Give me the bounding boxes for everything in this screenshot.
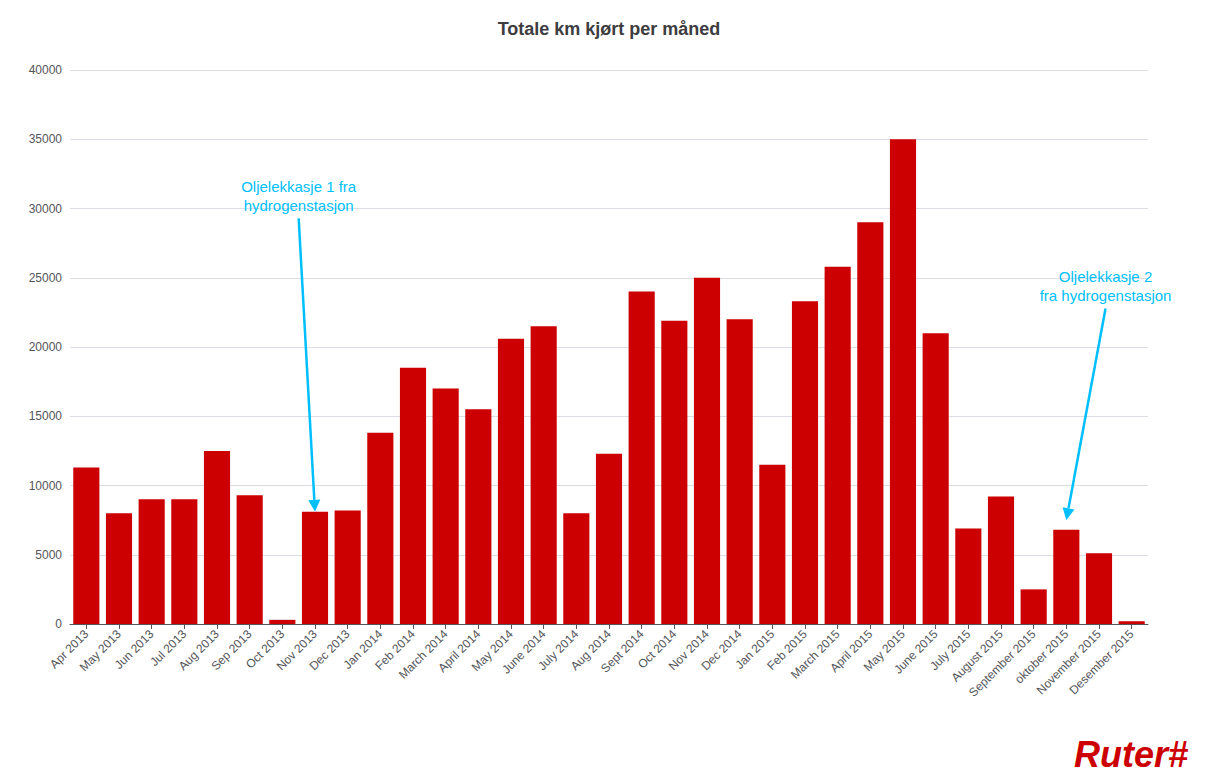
svg-text:Nov 2014: Nov 2014 xyxy=(665,627,712,674)
svg-text:15000: 15000 xyxy=(29,409,63,423)
svg-text:Oct 2014: Oct 2014 xyxy=(635,627,680,672)
svg-text:March 2014: March 2014 xyxy=(396,627,451,682)
svg-text:25000: 25000 xyxy=(29,271,63,285)
svg-text:30000: 30000 xyxy=(29,202,63,216)
svg-text:oktober 2015: oktober 2015 xyxy=(1011,627,1072,687)
svg-text:March 2015: March 2015 xyxy=(788,627,843,682)
svg-text:Sept 2014: Sept 2014 xyxy=(598,627,647,676)
svg-text:Jan 2015: Jan 2015 xyxy=(732,627,778,672)
svg-text:Jul 2013: Jul 2013 xyxy=(147,627,190,669)
svg-text:40000: 40000 xyxy=(29,63,63,77)
svg-text:Dec 2013: Dec 2013 xyxy=(306,627,353,674)
svg-text:April 2015: April 2015 xyxy=(827,627,876,676)
svg-text:Apr 2013: Apr 2013 xyxy=(47,627,92,672)
svg-text:Sep 2013: Sep 2013 xyxy=(208,627,255,674)
svg-text:Feb 2015: Feb 2015 xyxy=(764,627,810,673)
svg-text:April 2014: April 2014 xyxy=(435,627,484,676)
svg-text:August 2015: August 2015 xyxy=(948,627,1006,685)
svg-text:5000: 5000 xyxy=(35,548,62,562)
svg-text:July 2014: July 2014 xyxy=(535,627,582,674)
svg-text:June 2014: June 2014 xyxy=(499,627,549,677)
svg-text:Dec 2014: Dec 2014 xyxy=(698,627,745,674)
svg-text:Jun 2013: Jun 2013 xyxy=(112,627,157,672)
svg-text:0: 0 xyxy=(55,617,62,631)
svg-text:Jan 2014: Jan 2014 xyxy=(340,627,386,672)
svg-text:Feb 2014: Feb 2014 xyxy=(372,627,418,673)
svg-text:fra hydrogenstasjon: fra hydrogenstasjon xyxy=(1040,287,1172,304)
svg-text:35000: 35000 xyxy=(29,132,63,146)
svg-text:Totale km kjørt per måned: Totale km kjørt per måned xyxy=(498,19,721,39)
svg-text:November 2015: November 2015 xyxy=(1033,627,1104,698)
svg-text:Oljelekkasje 1 fra: Oljelekkasje 1 fra xyxy=(241,178,357,195)
svg-text:May 2014: May 2014 xyxy=(468,627,516,675)
svg-text:June 2015: June 2015 xyxy=(891,627,941,677)
svg-text:20000: 20000 xyxy=(29,340,63,354)
svg-text:Oljelekkasje 2: Oljelekkasje 2 xyxy=(1059,268,1152,285)
svg-text:Ruter#: Ruter# xyxy=(1074,734,1188,775)
svg-text:May 2015: May 2015 xyxy=(860,627,908,675)
svg-text:July 2015: July 2015 xyxy=(927,627,974,674)
svg-text:Nov 2013: Nov 2013 xyxy=(273,627,320,674)
svg-text:May 2013: May 2013 xyxy=(76,627,124,675)
svg-text:Oct 2013: Oct 2013 xyxy=(243,627,288,672)
svg-text:Aug 2014: Aug 2014 xyxy=(567,627,614,674)
svg-text:Desember 2015: Desember 2015 xyxy=(1066,627,1136,697)
svg-text:Aug 2013: Aug 2013 xyxy=(175,627,222,674)
svg-text:hydrogenstasjon: hydrogenstasjon xyxy=(244,197,354,214)
svg-text:10000: 10000 xyxy=(29,479,63,493)
svg-text:September 2015: September 2015 xyxy=(966,627,1039,700)
